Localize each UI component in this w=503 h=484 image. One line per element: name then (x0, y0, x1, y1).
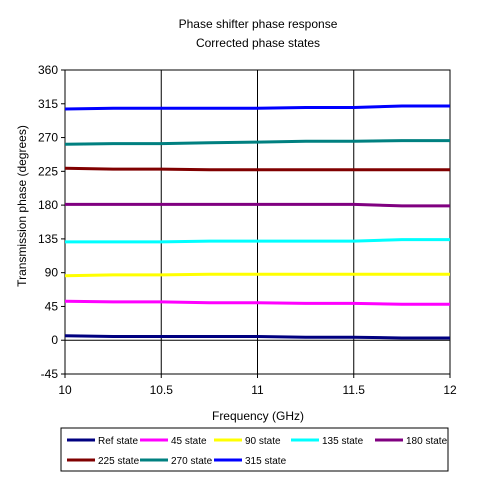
chart-subtitle: Corrected phase states (196, 36, 320, 50)
y-axis-ticks: -45 0 45 90 135 180 225 270 315 360 (38, 63, 65, 381)
y-tick-label: 360 (38, 63, 58, 77)
legend-label: 45 state (171, 436, 207, 447)
legend-label: 135 state (322, 436, 364, 447)
series-line (64, 334, 450, 340)
legend-label: 315 state (245, 456, 287, 467)
y-tick-label: 315 (38, 97, 58, 111)
x-tick-label: 12 (443, 383, 457, 397)
y-tick-label: 90 (45, 266, 59, 280)
series-line (64, 299, 450, 306)
legend-label: Ref state (98, 436, 138, 447)
gridlines (65, 70, 450, 374)
y-tick-label: 225 (38, 164, 58, 178)
x-tick-label: 11 (251, 383, 264, 397)
series-line (65, 238, 450, 244)
legend-box (60, 427, 449, 472)
legend-label: 180 state (406, 436, 448, 447)
x-axis-ticks: 10 10.5 11 11.5 12 (58, 374, 457, 397)
series-line (64, 139, 450, 146)
series-line (64, 166, 450, 172)
legend-label: 270 state (171, 456, 213, 467)
x-axis-label: Frequency (GHz) (212, 409, 304, 423)
y-tick-label: -45 (41, 367, 59, 381)
legend-label: 90 state (245, 436, 281, 447)
x-tick-label: 11.5 (343, 383, 366, 397)
y-tick-label: 180 (38, 198, 58, 212)
legend-label: 225 state (98, 456, 140, 467)
x-tick-label: 10 (58, 383, 72, 397)
y-tick-label: 270 (38, 131, 58, 145)
y-tick-label: 45 (45, 299, 59, 313)
series-line (65, 202, 450, 208)
chart-title: Phase shifter phase response (179, 17, 338, 31)
legend: Ref state 45 state 90 state 135 state 180 st… (60, 427, 449, 472)
series-line (64, 272, 450, 278)
series-line (64, 104, 450, 111)
y-tick-label: 0 (51, 333, 58, 347)
y-axis-label: Transmission phase (degrees) (15, 125, 29, 287)
x-tick-label: 10.5 (150, 383, 174, 397)
y-tick-label: 135 (38, 232, 58, 246)
series-lines (64, 104, 450, 340)
